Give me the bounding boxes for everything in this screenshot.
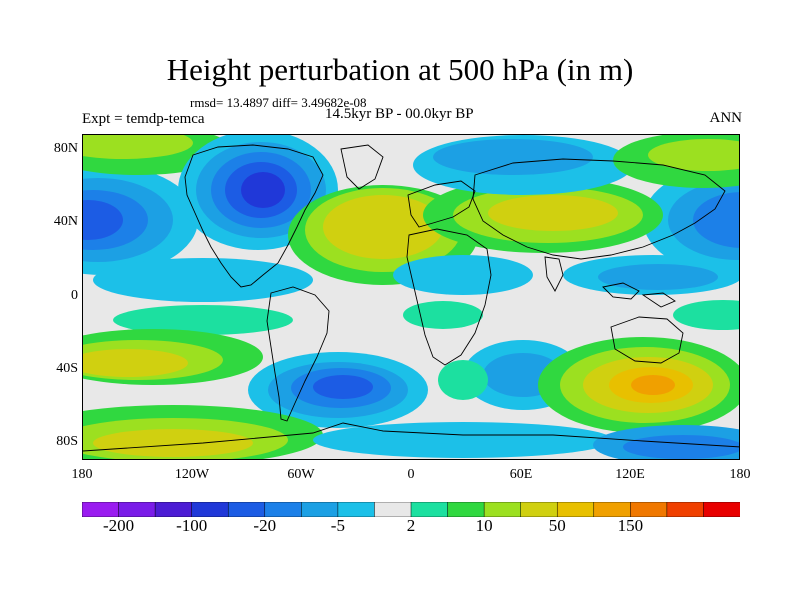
colorbar-swatch xyxy=(630,502,668,517)
lon-label-120w: 120W xyxy=(174,467,210,482)
lat-label-80s: 80S xyxy=(56,434,78,449)
colorbar-swatch xyxy=(410,502,449,517)
lat-label-40s: 40S xyxy=(56,361,78,376)
map-panel xyxy=(82,134,740,460)
colorbar-swatch xyxy=(118,502,156,517)
lon-label-120e: 120E xyxy=(615,467,645,482)
colorbar-swatch xyxy=(264,502,302,517)
colorbar-swatch xyxy=(483,502,522,517)
lon-label-180w: 180 xyxy=(71,467,93,482)
lon-label-0: 0 xyxy=(407,467,415,482)
lon-label-60w: 60W xyxy=(287,467,315,482)
colorbar-swatch xyxy=(703,502,740,517)
period-label: 14.5kyr BP - 00.0kyr BP xyxy=(325,106,474,122)
colorbar-tick-label: 10 xyxy=(475,516,493,535)
colorbar-tick-label: 150 xyxy=(617,516,644,535)
season-label: ANN xyxy=(709,110,743,126)
colorbar-swatch xyxy=(301,502,339,517)
colorbar-swatch xyxy=(82,502,120,517)
colorbar-swatch xyxy=(556,502,595,517)
colorbar-swatch xyxy=(191,502,229,517)
stats-label: rmsd= 13.4897 diff= 3.49682e-08 xyxy=(190,95,367,110)
colorbar-tick-label: -100 xyxy=(176,516,208,535)
colorbar-tick-label: -20 xyxy=(253,516,277,535)
colorbar-swatch xyxy=(447,502,485,517)
colorbar xyxy=(82,502,740,517)
colorbar-swatch xyxy=(374,502,412,517)
contour-fill xyxy=(83,135,739,459)
colorbar-swatch xyxy=(227,502,266,517)
colorbar-tick-label: -200 xyxy=(102,516,135,535)
colorbar-swatch xyxy=(593,502,631,517)
lat-label-40n: 40N xyxy=(53,214,78,229)
plot-title: Height perturbation at 500 hPa (in m) xyxy=(166,52,634,87)
contour-map xyxy=(83,135,739,459)
coastlines xyxy=(83,144,739,452)
lat-label-80n: 80N xyxy=(53,141,78,156)
colorbar-tick-label: -5 xyxy=(330,516,345,535)
experiment-label: Expt = temdp-temca xyxy=(82,111,205,127)
lat-label-0: 0 xyxy=(71,288,78,303)
colorbar-tick-label: 2 xyxy=(406,516,416,535)
colorbar-swatch xyxy=(337,502,375,517)
colorbar-swatch xyxy=(154,502,193,517)
lon-label-60e: 60E xyxy=(509,467,533,482)
lon-label-180e: 180 xyxy=(729,467,751,482)
colorbar-tick-label: 50 xyxy=(548,516,566,535)
colorbar-swatch xyxy=(666,502,705,517)
colorbar-swatch xyxy=(520,502,558,517)
